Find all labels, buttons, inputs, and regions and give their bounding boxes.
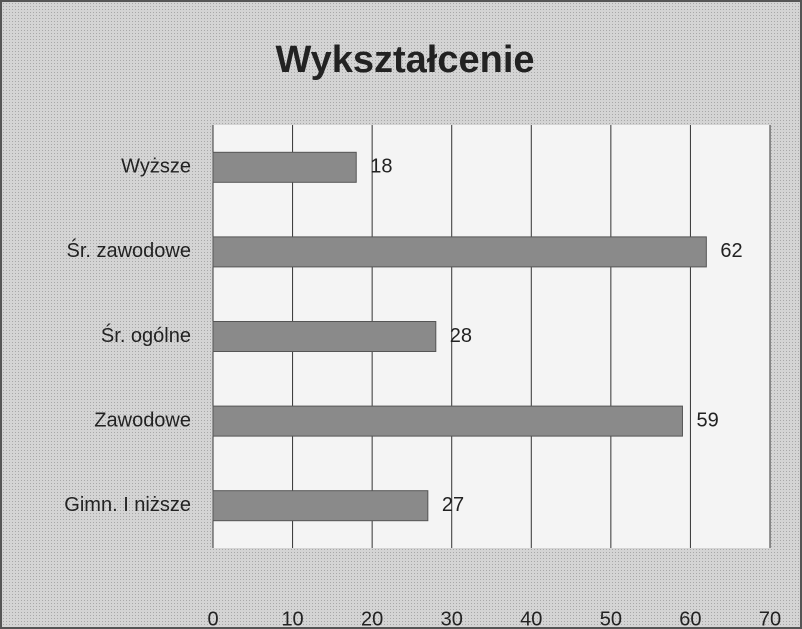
x-tick-label: 10 — [281, 608, 303, 629]
x-tick-label: 30 — [441, 608, 463, 629]
data-label: 28 — [450, 325, 472, 347]
y-tick-label: Gimn. I niższe — [64, 494, 191, 516]
data-label: 27 — [442, 494, 464, 516]
x-tick-label: 60 — [679, 608, 701, 629]
x-tick-label: 50 — [600, 608, 622, 629]
bar — [212, 151, 357, 183]
x-tick-label: 40 — [520, 608, 542, 629]
y-tick-label: Zawodowe — [94, 409, 191, 431]
bar — [212, 236, 707, 268]
bar — [212, 490, 429, 522]
x-tick-label: 20 — [361, 608, 383, 629]
x-tick-label: 0 — [207, 608, 218, 629]
y-tick-label: Śr. ogólne — [101, 323, 191, 347]
chart-title: Wykształcenie — [275, 39, 534, 81]
data-label: 62 — [720, 240, 742, 262]
data-label: 18 — [370, 156, 392, 178]
x-tick-label: 70 — [759, 608, 781, 629]
bar — [212, 321, 437, 352]
data-label: 59 — [696, 409, 718, 431]
bar — [212, 405, 683, 437]
y-tick-label: Wyższe — [121, 156, 191, 178]
y-tick-label: Śr. zawodowe — [66, 238, 191, 262]
